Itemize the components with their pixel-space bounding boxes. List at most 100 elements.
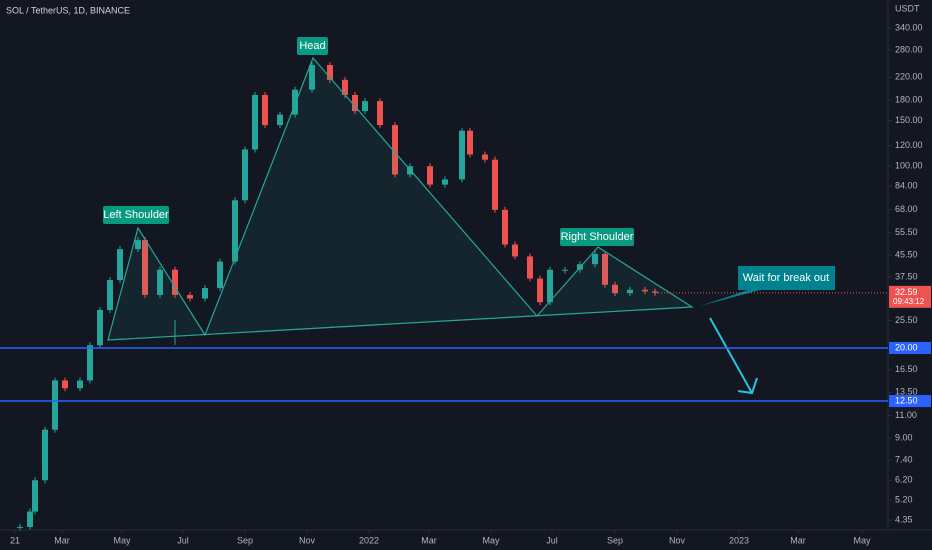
candle bbox=[562, 269, 568, 271]
candle bbox=[117, 249, 123, 281]
y-tick-label: 340.00 bbox=[895, 22, 923, 32]
candle bbox=[32, 480, 38, 512]
candle bbox=[202, 288, 208, 299]
annotation-box bbox=[103, 206, 169, 224]
candle bbox=[592, 253, 598, 265]
y-tick-label: 280.00 bbox=[895, 44, 923, 54]
x-tick-label: Mar bbox=[790, 535, 806, 545]
y-tick-label: 100.00 bbox=[895, 161, 923, 171]
candle bbox=[252, 94, 258, 150]
neckline bbox=[107, 306, 693, 341]
x-tick-label: Nov bbox=[299, 535, 316, 545]
candle bbox=[442, 179, 448, 185]
x-tick-label: Sep bbox=[607, 535, 623, 545]
x-tick-label: May bbox=[853, 535, 871, 545]
candle bbox=[97, 309, 103, 346]
candle bbox=[62, 380, 68, 389]
pattern-shape bbox=[107, 56, 694, 341]
x-tick-label: 2023 bbox=[729, 535, 749, 545]
candle bbox=[142, 240, 148, 295]
candle bbox=[157, 269, 163, 295]
axes: 340.00 280.00 220.00 180.00 150.00 120.00 100.… bbox=[0, 22, 931, 545]
candle bbox=[277, 114, 283, 126]
candle bbox=[612, 284, 618, 294]
annotation-box bbox=[560, 228, 634, 246]
x-tick-label: Jul bbox=[177, 535, 189, 545]
candle bbox=[459, 130, 465, 180]
last-price-box bbox=[889, 285, 931, 308]
y-tick-label: 180.00 bbox=[895, 94, 923, 104]
candle bbox=[135, 240, 141, 250]
candle bbox=[309, 65, 315, 90]
candle bbox=[352, 94, 358, 112]
level-label: 20.00 bbox=[895, 342, 918, 352]
candle bbox=[27, 511, 33, 527]
candle bbox=[217, 261, 223, 289]
candle bbox=[77, 380, 83, 389]
y-tick-label: 11.00 bbox=[895, 410, 917, 420]
annotation-box bbox=[297, 37, 328, 55]
candle bbox=[467, 130, 473, 155]
x-tick-label: Mar bbox=[421, 535, 437, 545]
candle bbox=[172, 269, 178, 295]
x-tick-label: May bbox=[113, 535, 131, 545]
level-label-box bbox=[889, 341, 931, 354]
chart-title: SOL / TetherUS, 1D, BINANCE bbox=[6, 5, 130, 15]
annotation: Right Shoulder bbox=[561, 231, 634, 243]
countdown-label: 09:43:12 bbox=[893, 297, 925, 306]
candle bbox=[187, 294, 193, 299]
y-tick-label: 120.00 bbox=[895, 140, 923, 150]
price-axis bbox=[888, 0, 932, 550]
candle bbox=[262, 94, 268, 126]
candle bbox=[52, 380, 58, 430]
y-tick-label: 4.35 bbox=[895, 515, 913, 525]
candle bbox=[342, 79, 348, 95]
y-tick-label: 55.50 bbox=[895, 227, 918, 237]
axis-label: USDT bbox=[895, 3, 920, 13]
candle bbox=[392, 125, 398, 175]
y-tick-label: 45.50 bbox=[895, 250, 918, 260]
y-tick-label: 6.20 bbox=[895, 475, 913, 485]
plot-area bbox=[17, 62, 658, 531]
annotation: Wait for break out bbox=[743, 272, 829, 284]
x-tick-label: 2022 bbox=[359, 535, 379, 545]
candle bbox=[652, 291, 658, 293]
y-tick-label: 16.50 bbox=[895, 364, 918, 374]
y-tick-label: 84.00 bbox=[895, 180, 918, 190]
y-tick-label: 7.40 bbox=[895, 455, 913, 465]
x-tick-label: May bbox=[482, 535, 500, 545]
level-label: 12.50 bbox=[895, 395, 918, 405]
y-tick-label: 9.00 bbox=[895, 433, 913, 443]
candle bbox=[527, 256, 533, 279]
candle bbox=[377, 101, 383, 126]
y-tick-label: 68.00 bbox=[895, 204, 918, 214]
y-tick-label: 220.00 bbox=[895, 72, 923, 82]
candle bbox=[42, 429, 48, 481]
candle bbox=[292, 89, 298, 115]
candle bbox=[627, 289, 633, 294]
candle bbox=[642, 289, 648, 292]
level-label-box bbox=[889, 395, 931, 408]
annotation: Left Shoulder bbox=[103, 209, 169, 221]
x-tick-label: Mar bbox=[54, 535, 70, 545]
x-tick-label: Jul bbox=[546, 535, 558, 545]
last-price-label: 32.59 bbox=[895, 287, 918, 297]
arrow bbox=[709, 317, 753, 394]
candle bbox=[502, 209, 508, 245]
candle bbox=[537, 278, 543, 303]
candle bbox=[107, 280, 113, 310]
x-tick-label: 21 bbox=[10, 535, 20, 545]
annotation: Head bbox=[299, 40, 325, 52]
candle bbox=[492, 159, 498, 210]
candle bbox=[327, 65, 333, 80]
candle bbox=[242, 149, 248, 201]
candle bbox=[232, 200, 238, 262]
candle bbox=[17, 526, 23, 528]
x-tick-label: Sep bbox=[237, 535, 253, 545]
x-tick-label: Nov bbox=[669, 535, 686, 545]
candle bbox=[602, 253, 608, 285]
candle bbox=[547, 269, 553, 303]
y-tick-label: 150.00 bbox=[895, 115, 923, 125]
arrow-head bbox=[737, 377, 758, 395]
